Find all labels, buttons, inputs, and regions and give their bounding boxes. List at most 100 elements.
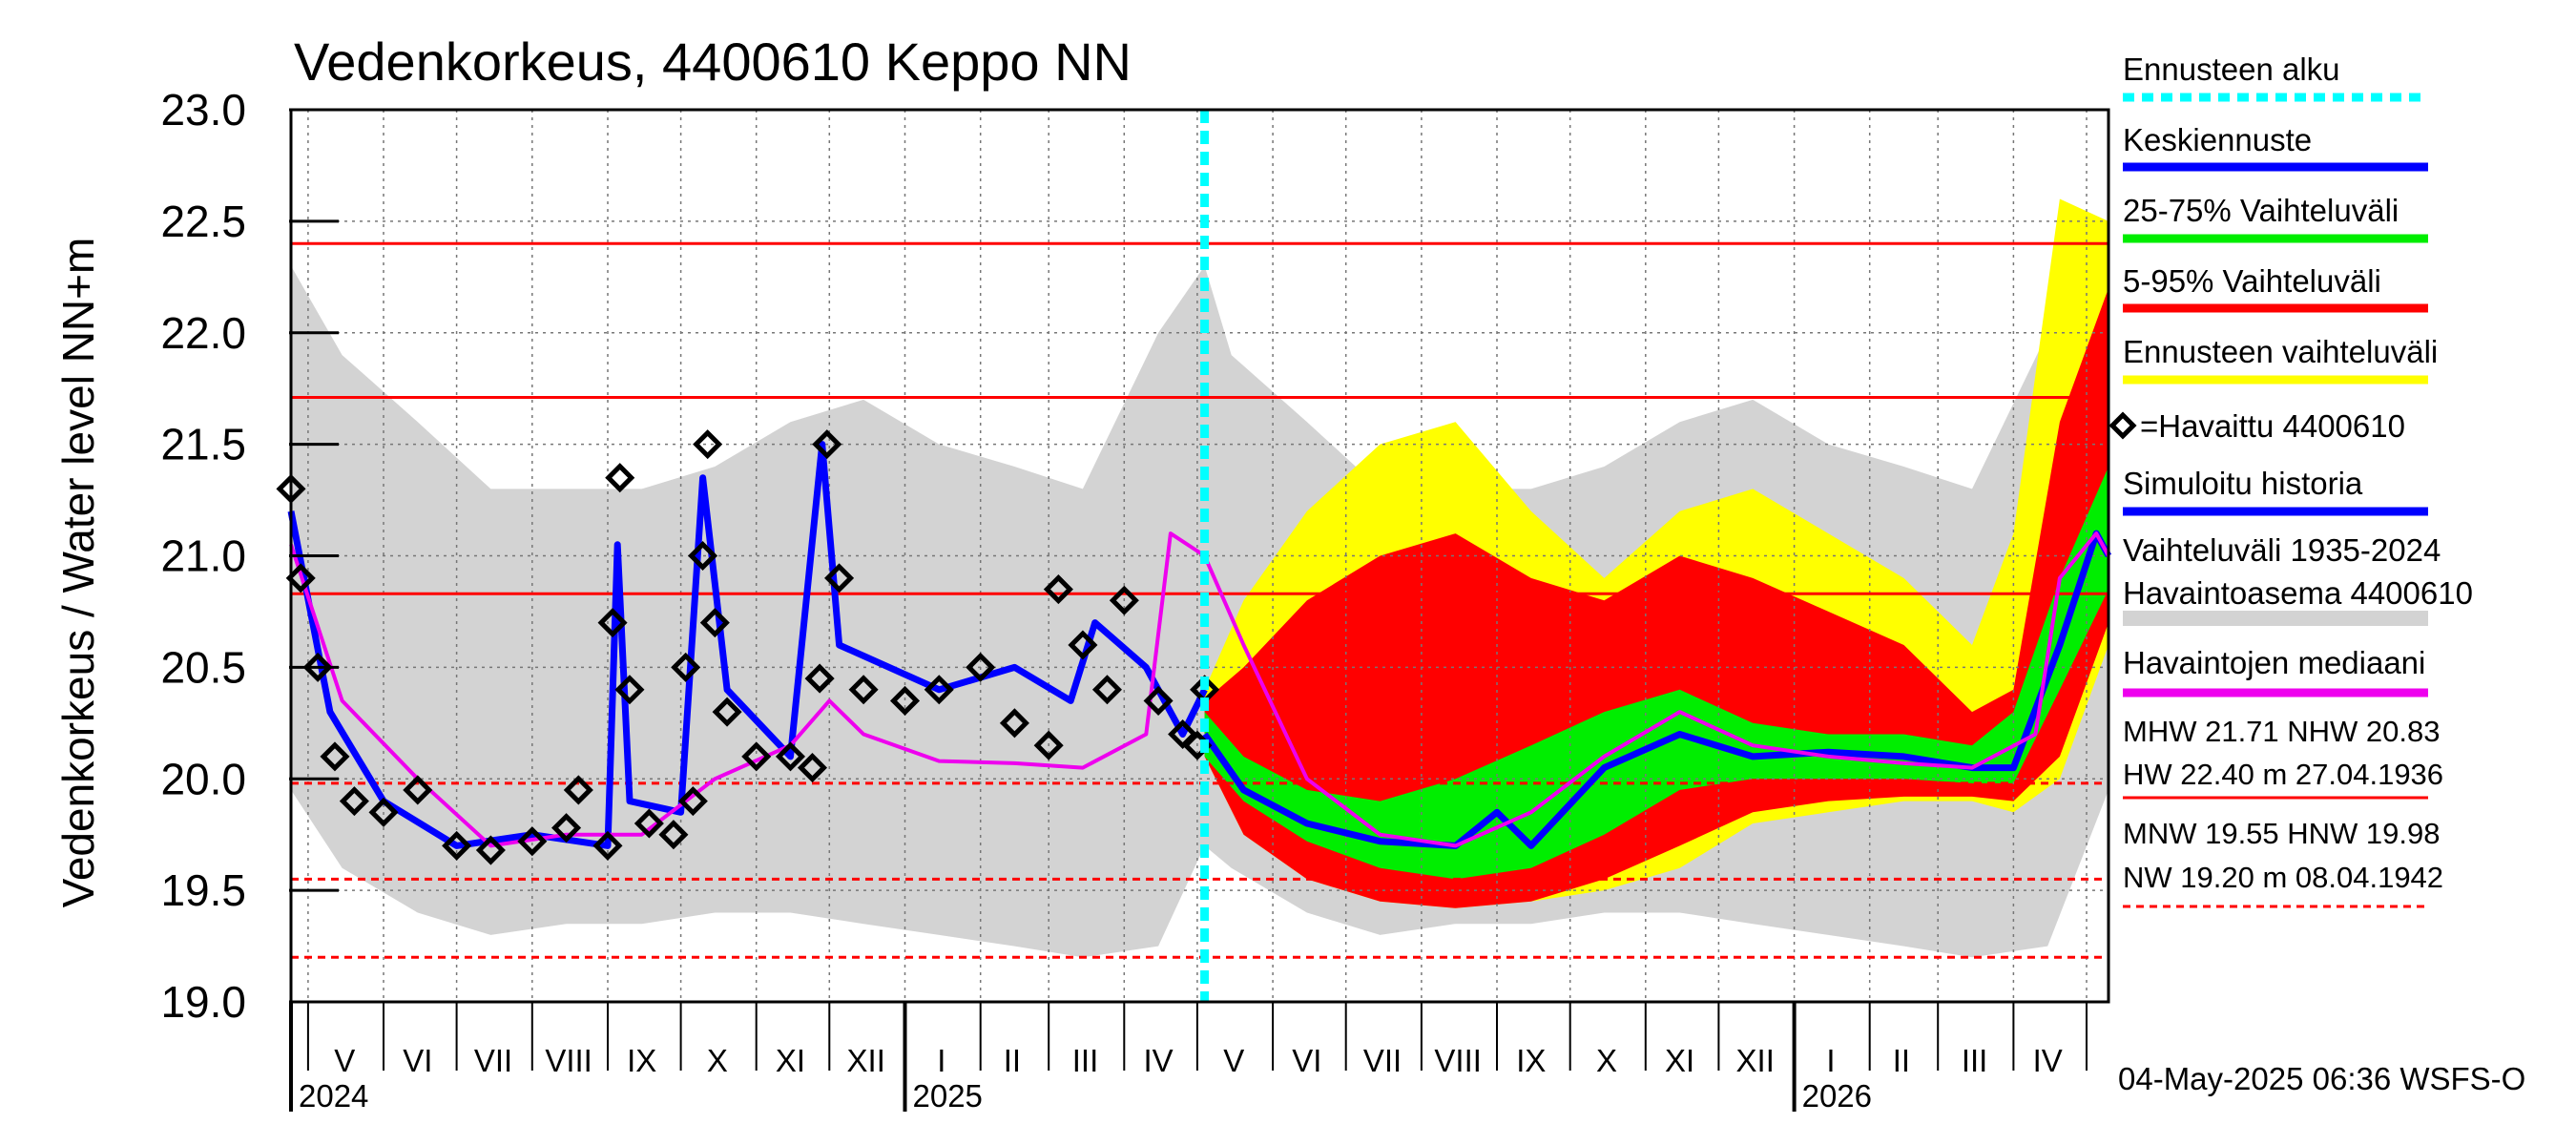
month-label: X — [707, 1043, 728, 1078]
y-tick-label: 20.5 — [160, 642, 246, 692]
legend-label: Havaintojen mediaani — [2123, 645, 2425, 680]
observed-point — [1143, 685, 1174, 716]
legend-label: Ennusteen alku — [2123, 52, 2340, 87]
observed-point — [812, 429, 842, 460]
observed-point — [671, 652, 701, 682]
month-label: XII — [1736, 1043, 1775, 1078]
month-label: V — [1223, 1043, 1244, 1078]
observed-point — [320, 741, 350, 772]
legend-marker-icon — [2109, 411, 2137, 440]
y-tick-label: 19.0 — [160, 977, 246, 1027]
observed-point — [775, 741, 806, 772]
plot-area — [276, 108, 2112, 1004]
stats-line-2: HW 22.40 m 27.04.1936 — [2123, 758, 2443, 791]
observed-point — [1168, 718, 1198, 750]
observed-point — [442, 830, 472, 861]
y-tick-label: 22.5 — [160, 197, 246, 246]
month-label: X — [1596, 1043, 1617, 1078]
month-label: I — [937, 1043, 945, 1078]
observed-point — [302, 652, 333, 682]
observed-point — [475, 835, 506, 865]
stats-line-4: NW 19.20 m 08.04.1942 — [2123, 861, 2443, 894]
legend-label: Keskiennuste — [2123, 122, 2312, 157]
band-3 — [1204, 467, 2109, 880]
observed-point — [563, 775, 593, 805]
legend-label: =Havaittu 4400610 — [2140, 408, 2405, 444]
legend-label: 25-75% Vaihteluväli — [2123, 193, 2399, 228]
observed-point — [285, 563, 316, 593]
month-label: IV — [2033, 1043, 2063, 1078]
observed-point — [699, 608, 730, 638]
month-label: VII — [474, 1043, 512, 1078]
month-label: II — [1893, 1043, 1910, 1078]
observed-point — [658, 820, 689, 850]
observed-point — [924, 675, 954, 705]
year-label: 2025 — [913, 1078, 983, 1114]
observed-point — [551, 813, 582, 843]
series-line-5 — [287, 441, 1208, 849]
y-axis-label: Vedenkorkeus / Water level NN+m — [53, 238, 103, 908]
y-tick-label: 21.5 — [160, 420, 246, 469]
observed-point — [824, 563, 855, 593]
observed-point — [403, 775, 433, 805]
observed-point — [848, 675, 879, 705]
stats-line-3: MNW 19.55 HNW 19.98 — [2123, 817, 2441, 850]
month-label: I — [1826, 1043, 1835, 1078]
month-label: IV — [1144, 1043, 1174, 1078]
observed-point — [889, 685, 921, 716]
observed-point — [368, 797, 399, 827]
month-label: IX — [627, 1043, 656, 1078]
observed-point — [693, 429, 723, 460]
legend-label: Ennusteen vaihteluväli — [2123, 334, 2438, 369]
legend-label: Simuloitu historia — [2123, 466, 2363, 501]
year-label: 2024 — [299, 1078, 368, 1114]
observed-point — [999, 708, 1029, 739]
month-label: III — [1962, 1043, 1988, 1078]
observed-point — [634, 808, 664, 839]
observed-point — [605, 463, 635, 493]
month-label: IX — [1516, 1043, 1546, 1078]
observed-point — [1091, 675, 1122, 705]
observed-point — [1043, 574, 1073, 605]
y-tick-label: 20.0 — [160, 754, 246, 803]
series-line-4 — [1201, 530, 2112, 849]
y-tick-label: 22.0 — [160, 308, 246, 358]
observed-point — [966, 652, 996, 682]
observed-point — [688, 540, 718, 572]
legend-label: Havaintoasema 4400610 — [2123, 575, 2473, 611]
footer-timestamp: 04-May-2025 06:36 WSFS-O — [2118, 1061, 2525, 1096]
month-label: VIII — [545, 1043, 592, 1078]
month-label: VI — [403, 1043, 432, 1078]
observed-point — [1033, 730, 1064, 760]
observed-point — [517, 826, 548, 857]
observed-point — [677, 786, 708, 817]
legend-label: Vaihteluväli 1935-2024 — [2123, 532, 2441, 568]
y-tick-label: 23.0 — [160, 85, 246, 135]
observed-point — [339, 786, 369, 817]
stats-line-1: MHW 21.71 NHW 20.83 — [2123, 715, 2441, 748]
observed-point — [592, 830, 623, 861]
observed-point — [797, 753, 828, 783]
legend-label: 5-95% Vaihteluväli — [2123, 263, 2381, 299]
month-label: VI — [1292, 1043, 1321, 1078]
month-label: II — [1004, 1043, 1021, 1078]
month-label: VIII — [1434, 1043, 1482, 1078]
y-tick-label: 19.5 — [160, 865, 246, 915]
observed-point — [712, 697, 742, 727]
chart-title: Vedenkorkeus, 4400610 Keppo NN — [294, 31, 1132, 92]
year-label: 2026 — [1802, 1078, 1872, 1114]
month-label: XI — [776, 1043, 805, 1078]
observed-point — [614, 675, 645, 705]
month-label: XI — [1665, 1043, 1694, 1078]
observed-point — [741, 741, 772, 772]
month-label: VII — [1363, 1043, 1402, 1078]
observed-point — [597, 608, 628, 638]
month-label: III — [1072, 1043, 1099, 1078]
month-label: V — [334, 1043, 355, 1078]
observed-point — [1109, 585, 1139, 615]
observed-point — [804, 663, 835, 694]
month-label: XII — [847, 1043, 885, 1078]
observed-point — [1068, 630, 1098, 660]
y-tick-label: 21.0 — [160, 531, 246, 581]
